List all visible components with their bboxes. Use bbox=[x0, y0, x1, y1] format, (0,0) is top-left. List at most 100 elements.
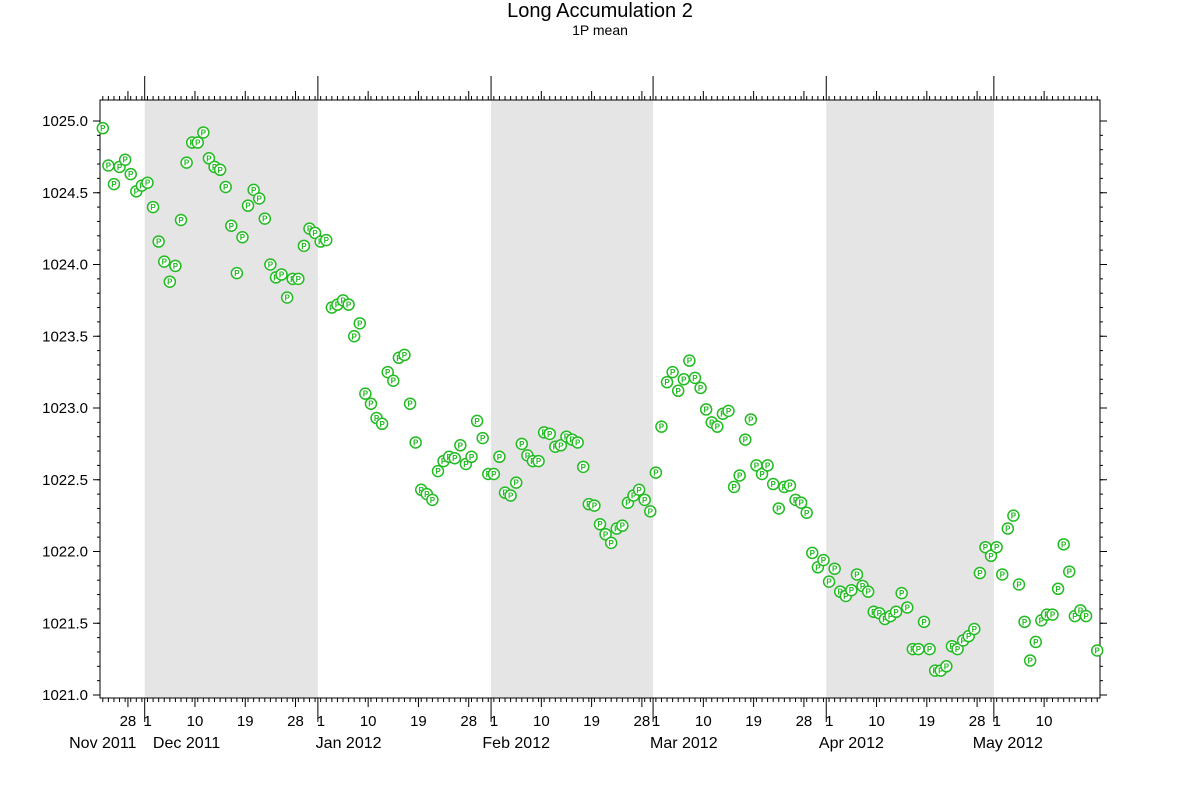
data-point: P bbox=[157, 255, 171, 268]
data-point: P bbox=[102, 159, 115, 172]
data-point: P bbox=[576, 460, 590, 474]
data-point-label: P bbox=[1027, 657, 1033, 666]
data-point-marker bbox=[923, 642, 936, 656]
data-point: P bbox=[968, 622, 981, 636]
data-point-marker bbox=[604, 536, 618, 550]
data-point-marker bbox=[409, 436, 422, 449]
data-point-label: P bbox=[810, 549, 816, 558]
data-point-label: P bbox=[262, 215, 268, 224]
data-point-marker bbox=[861, 585, 875, 598]
data-point: P bbox=[342, 298, 355, 311]
data-point-label: P bbox=[865, 588, 871, 597]
data-point: P bbox=[465, 450, 478, 464]
data-point-label: P bbox=[463, 460, 469, 469]
shaded-month-band bbox=[144, 100, 318, 698]
data-point: P bbox=[163, 275, 177, 288]
data-point-marker bbox=[359, 387, 372, 400]
data-point-marker bbox=[901, 601, 914, 614]
data-point-marker bbox=[174, 213, 188, 227]
data-point-label: P bbox=[905, 603, 911, 612]
data-point-marker bbox=[968, 622, 981, 636]
data-point-label: P bbox=[1072, 612, 1078, 621]
data-point: P bbox=[493, 450, 506, 464]
data-point-label: P bbox=[363, 390, 369, 399]
data-point-marker bbox=[454, 439, 467, 452]
data-point: P bbox=[409, 436, 422, 449]
data-point-marker bbox=[576, 460, 590, 474]
x-month-label: May 2012 bbox=[973, 735, 1043, 752]
data-point: P bbox=[476, 431, 489, 445]
data-point: P bbox=[571, 436, 584, 449]
x-tick-label: 10 bbox=[868, 713, 885, 730]
data-point-marker bbox=[258, 212, 272, 225]
data-point-marker bbox=[476, 431, 489, 445]
data-point-marker bbox=[1090, 644, 1104, 657]
data-point-marker bbox=[800, 506, 813, 520]
data-point: P bbox=[761, 459, 774, 472]
data-point-label: P bbox=[681, 375, 687, 384]
data-point-marker bbox=[292, 272, 305, 286]
data-point: P bbox=[744, 413, 758, 426]
data-point-label: P bbox=[748, 415, 754, 424]
data-point-label: P bbox=[860, 582, 866, 591]
x-month-label: Apr 2012 bbox=[819, 735, 884, 752]
data-point: P bbox=[387, 374, 400, 387]
x-tick-label: 28 bbox=[634, 713, 651, 730]
data-point-marker bbox=[616, 519, 629, 532]
data-point-label: P bbox=[703, 405, 709, 414]
data-point-marker bbox=[638, 493, 651, 507]
data-point-marker bbox=[426, 493, 439, 507]
data-point-label: P bbox=[698, 384, 704, 393]
data-point: P bbox=[766, 477, 780, 491]
data-point-marker bbox=[141, 176, 154, 189]
data-point-marker bbox=[264, 258, 277, 271]
data-point-label: P bbox=[1083, 612, 1089, 621]
data-point-label: P bbox=[826, 578, 832, 587]
data-point-label: P bbox=[960, 636, 966, 645]
data-point-label: P bbox=[1095, 647, 1101, 656]
data-point-label: P bbox=[173, 262, 179, 271]
data-point-label: P bbox=[692, 374, 698, 383]
data-point-label: P bbox=[631, 492, 637, 501]
data-point-marker bbox=[806, 546, 819, 560]
data-point-marker bbox=[660, 375, 674, 389]
data-point: P bbox=[655, 420, 668, 433]
data-point-marker bbox=[683, 354, 696, 367]
data-point-label: P bbox=[603, 530, 609, 539]
data-point-label: P bbox=[150, 203, 156, 212]
data-point: P bbox=[454, 439, 467, 452]
data-point-label: P bbox=[597, 520, 603, 529]
data-point-label: P bbox=[514, 479, 520, 488]
data-point: P bbox=[806, 546, 819, 560]
data-point-marker bbox=[1051, 582, 1065, 596]
data-point: P bbox=[308, 226, 322, 240]
data-point: P bbox=[984, 549, 998, 563]
y-tick-label: 1024.5 bbox=[42, 185, 88, 202]
data-point: P bbox=[1057, 538, 1070, 551]
data-point-label: P bbox=[1011, 512, 1017, 521]
x-tick-label: 10 bbox=[187, 713, 204, 730]
data-point-label: P bbox=[346, 301, 352, 310]
data-point-label: P bbox=[424, 490, 430, 499]
data-point-marker bbox=[1012, 578, 1026, 591]
data-point-marker bbox=[403, 397, 417, 410]
data-point: P bbox=[599, 528, 612, 541]
x-tick-label: 10 bbox=[533, 713, 550, 730]
data-point-label: P bbox=[1039, 616, 1045, 625]
data-point-label: P bbox=[525, 451, 531, 460]
data-point: P bbox=[219, 180, 232, 194]
data-point: P bbox=[923, 642, 936, 656]
data-point-marker bbox=[1029, 635, 1043, 649]
data-point-label: P bbox=[206, 154, 212, 163]
data-point-label: P bbox=[201, 128, 207, 137]
data-point-label: P bbox=[419, 486, 425, 495]
data-point-label: P bbox=[257, 194, 263, 203]
data-point-label: P bbox=[1067, 568, 1073, 577]
data-point: P bbox=[320, 233, 333, 247]
data-point-label: P bbox=[324, 236, 330, 245]
data-point-marker bbox=[118, 153, 132, 166]
data-point: P bbox=[191, 136, 205, 149]
data-point-label: P bbox=[653, 469, 659, 478]
data-point-label: P bbox=[620, 522, 626, 531]
data-point-label: P bbox=[988, 552, 994, 561]
